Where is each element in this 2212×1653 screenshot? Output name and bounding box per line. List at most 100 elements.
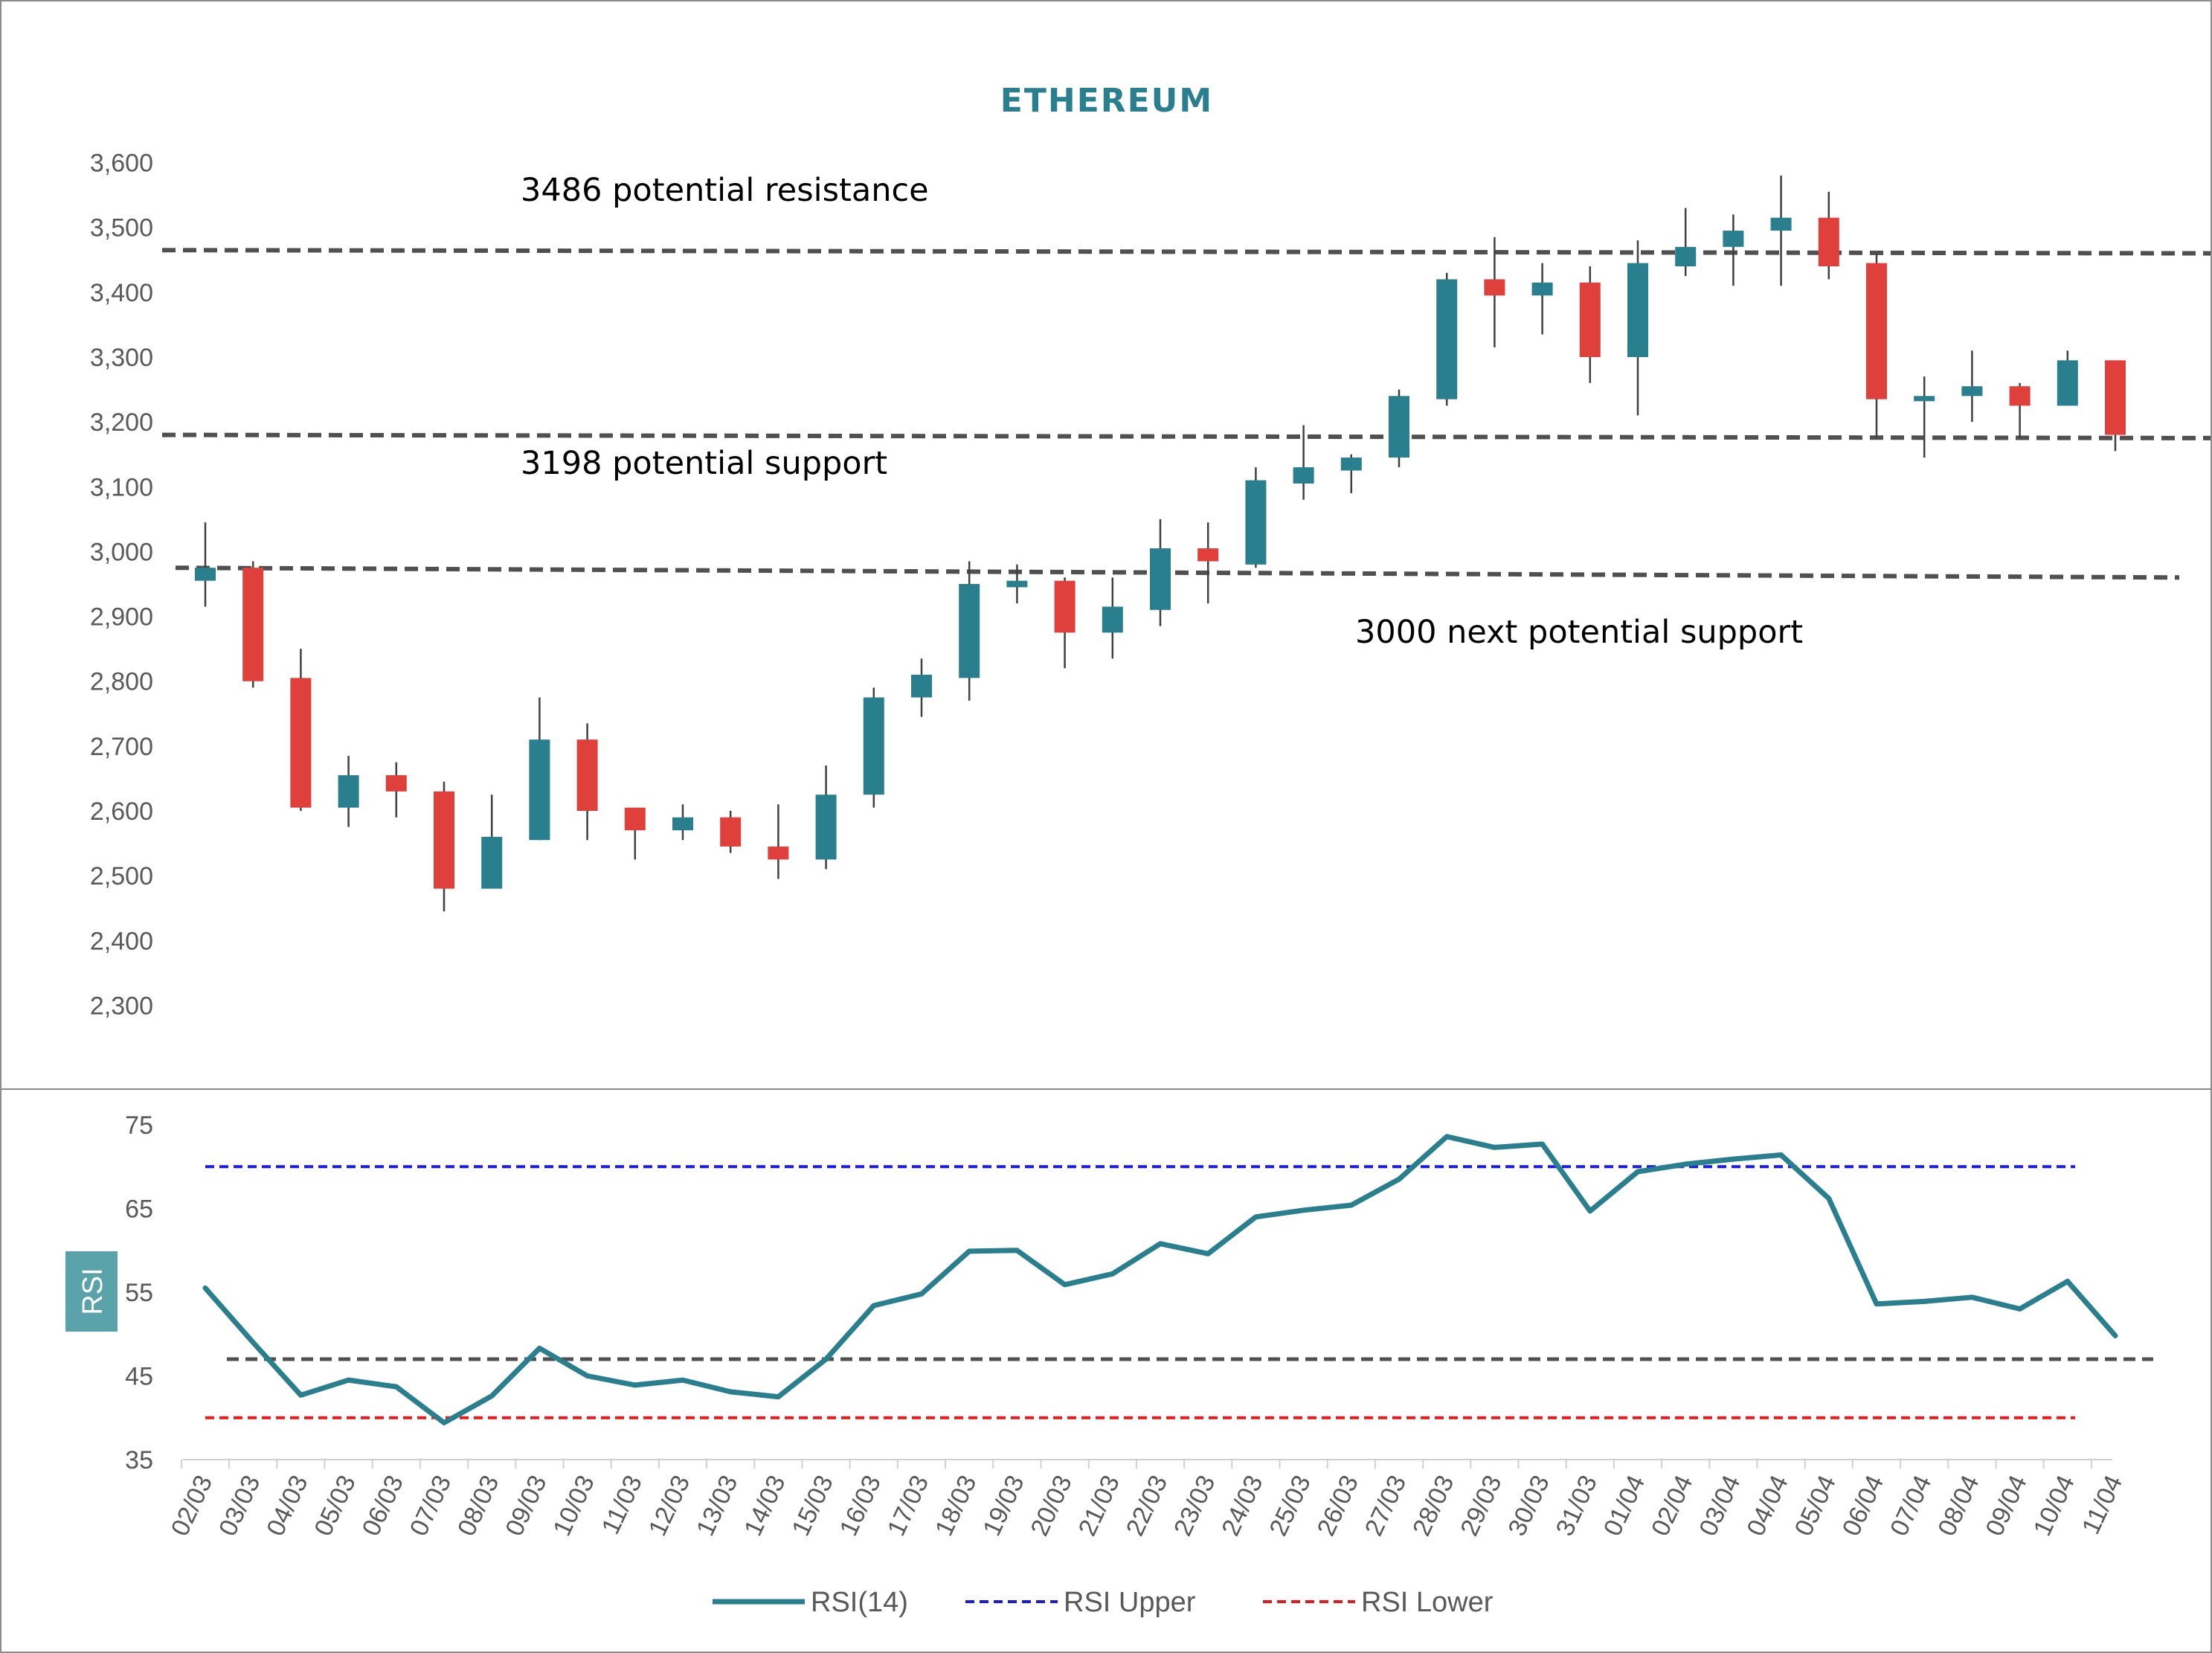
x-tick-label: 09/03 [500, 1471, 552, 1540]
candle-body [863, 697, 884, 795]
candle-body [1531, 282, 1553, 296]
x-tick-label: 04/04 [1741, 1471, 1793, 1540]
candle-body [1723, 231, 1744, 247]
candle-body [1006, 580, 1028, 588]
legend: RSI(14) RSI Upper RSI Lower [713, 1587, 1494, 1618]
x-tick-label: 22/03 [1121, 1471, 1173, 1540]
candle-body [434, 791, 454, 889]
candle-body [1436, 279, 1458, 399]
x-tick-label: 28/03 [1407, 1471, 1459, 1540]
x-tick-label: 05/03 [309, 1471, 361, 1540]
candle-body [385, 775, 407, 792]
legend-lower-label: RSI Lower [1361, 1587, 1494, 1618]
candle-body [1866, 263, 1887, 399]
candle-body [2057, 360, 2078, 406]
x-tick-label: 10/03 [547, 1471, 599, 1540]
rsi-y-tick: 55 [125, 1279, 153, 1307]
x-tick-label: 23/03 [1168, 1471, 1221, 1540]
x-tick-label: 15/03 [786, 1471, 838, 1540]
annotation-next-support: 3000 next potential support [1355, 614, 1803, 651]
candle-body [576, 739, 598, 811]
price-y-tick: 2,400 [90, 927, 153, 955]
candle-body [1675, 246, 1697, 266]
candle-body [195, 568, 216, 581]
x-tick-label: 17/03 [882, 1471, 934, 1540]
x-tick-label: 25/03 [1264, 1471, 1316, 1540]
x-tick-label: 13/03 [691, 1471, 743, 1540]
price-y-tick: 2,600 [90, 797, 153, 826]
candlesticks [195, 176, 2126, 912]
candle-body [529, 739, 550, 841]
candle-body [815, 795, 837, 860]
candle-body [1627, 263, 1648, 357]
candle-body [624, 807, 646, 831]
candle-body [1484, 279, 1505, 296]
candle-body [2105, 360, 2126, 435]
rsi-line [202, 1134, 2118, 1425]
level-lines [161, 248, 2211, 580]
x-tick-label: 03/03 [213, 1471, 266, 1540]
x-tick-label: 24/03 [1216, 1471, 1268, 1540]
rsi-y-axis: 75 65 55 45 35 [125, 1111, 153, 1474]
candle-body [338, 775, 359, 808]
x-tick-label: 31/03 [1551, 1471, 1603, 1540]
price-y-tick: 2,300 [90, 992, 153, 1020]
rsi-y-tick: 75 [125, 1111, 153, 1140]
x-tick-label: 06/03 [357, 1471, 409, 1540]
x-tick-label: 20/03 [1025, 1471, 1077, 1540]
candle-body [1340, 458, 1362, 471]
x-tick-label: 08/03 [452, 1471, 504, 1540]
x-tick-label: 16/03 [835, 1471, 887, 1540]
price-y-tick: 3,100 [90, 473, 153, 501]
level-line [161, 432, 2211, 440]
rsi-y-tick: 35 [125, 1446, 153, 1474]
x-axis-ticks: 02/0303/0304/0305/0306/0307/0308/0309/03… [166, 1460, 2128, 1541]
candle-body [672, 817, 693, 831]
rsi-y-tick: 45 [125, 1363, 153, 1391]
candle-body [1150, 548, 1171, 610]
candle-body [290, 678, 312, 808]
x-tick-label: 01/04 [1598, 1471, 1650, 1540]
candle-body [242, 568, 264, 681]
x-tick-label: 21/03 [1073, 1471, 1125, 1540]
x-tick-label: 29/03 [1455, 1471, 1507, 1540]
candle-body [1102, 606, 1123, 633]
candle-body [1770, 217, 1792, 231]
candle-body [1389, 396, 1409, 458]
level-line [175, 565, 2180, 580]
price-y-tick: 3,000 [90, 538, 153, 566]
candle-body [1961, 386, 1983, 397]
candle-body [911, 675, 932, 698]
rsi-panel-border [0, 1088, 2212, 1653]
annotation-support: 3198 potential support [521, 445, 887, 482]
x-tick-label: 07/04 [1885, 1471, 1937, 1540]
rsi-axis-label-bg [65, 1251, 118, 1332]
rsi-axis-label: RSI [77, 1268, 109, 1315]
price-y-tick: 2,800 [90, 668, 153, 696]
x-tick-label: 14/03 [739, 1471, 791, 1540]
price-y-axis: 3,600 3,500 3,400 3,300 3,200 3,100 3,000 2,900… [90, 150, 153, 1021]
legend-upper-label: RSI Upper [1064, 1587, 1196, 1618]
candle-body [2009, 386, 2031, 406]
candle-body [1818, 217, 1839, 266]
candle-body [1054, 580, 1076, 633]
candle-body [959, 584, 980, 678]
x-tick-label: 02/04 [1646, 1471, 1698, 1540]
x-tick-label: 09/04 [1980, 1471, 2032, 1540]
rsi-y-tick: 65 [125, 1195, 153, 1224]
candle-body [1579, 282, 1601, 357]
candle-body [720, 817, 742, 847]
price-y-tick: 2,900 [90, 603, 153, 632]
legend-rsi-label: RSI(14) [811, 1587, 908, 1618]
price-y-tick: 3,600 [90, 150, 153, 178]
price-y-tick: 2,700 [90, 733, 153, 761]
price-y-tick: 3,200 [90, 408, 153, 437]
x-tick-label: 07/03 [405, 1471, 457, 1540]
candle-body [1245, 480, 1267, 565]
price-panel-border [0, 0, 2212, 1090]
x-tick-label: 11/04 [2077, 1471, 2128, 1538]
rsi-reference-lines [205, 1165, 2153, 1419]
price-y-tick: 2,500 [90, 862, 153, 890]
x-tick-label: 26/03 [1312, 1471, 1364, 1540]
